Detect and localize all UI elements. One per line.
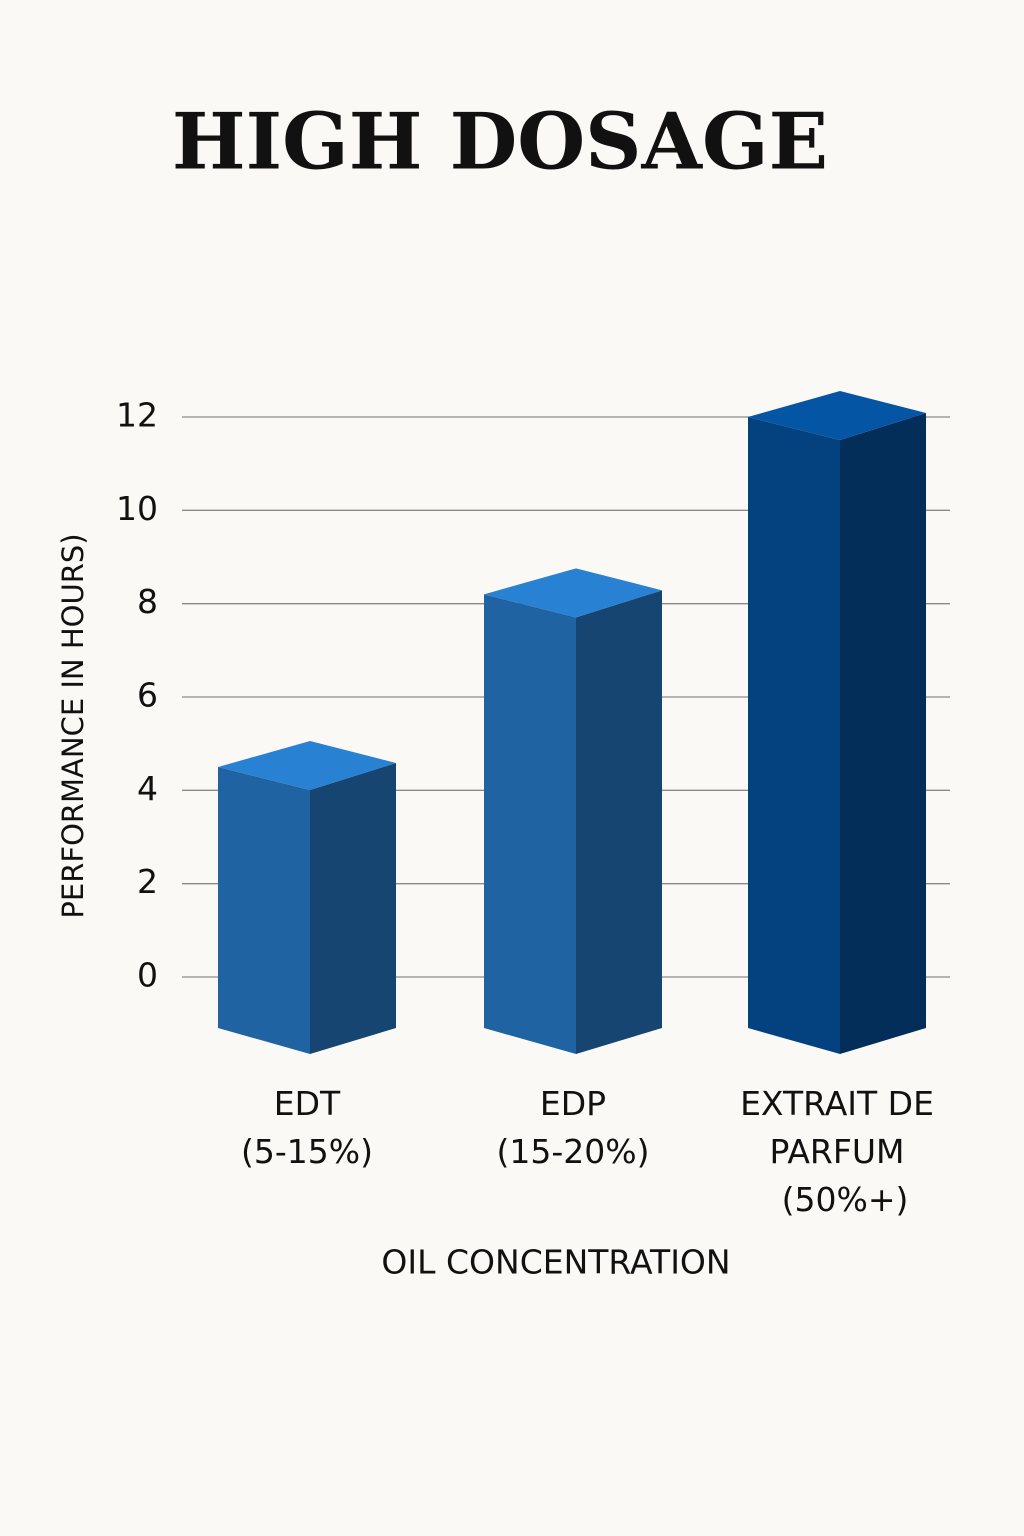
bar-top [484,568,662,618]
chart-title: HIGH DOSAGE [172,97,828,188]
y-tick-label: 0 [137,956,158,995]
y-axis-label: PERFORMANCE IN HOURS) [56,533,90,918]
y-tick-label: 12 [116,396,158,435]
bar [484,568,662,1054]
x-tick-label: EXTRAIT DE PARFUM (50%+) [740,1084,934,1219]
bar-side [310,763,396,1054]
bar [748,391,926,1054]
y-tick-label: 2 [137,862,158,901]
bar-front [218,767,310,1054]
bar [218,741,396,1054]
x-tick-label: EDP (15-20%) [497,1084,650,1171]
y-tick-label: 6 [137,676,158,715]
y-tick-label: 8 [137,582,158,621]
bar-top [218,741,396,790]
x-tick-label: EDT (5-15%) [241,1084,373,1171]
bar-side [840,413,926,1054]
bar-top [748,391,926,440]
y-tick-label: 4 [137,769,158,808]
x-axis-label: OIL CONCENTRATION [381,1243,730,1282]
bar-side [576,590,662,1054]
y-tick-label: 10 [116,489,158,528]
bar-front [484,594,576,1054]
bar-front [748,417,840,1054]
